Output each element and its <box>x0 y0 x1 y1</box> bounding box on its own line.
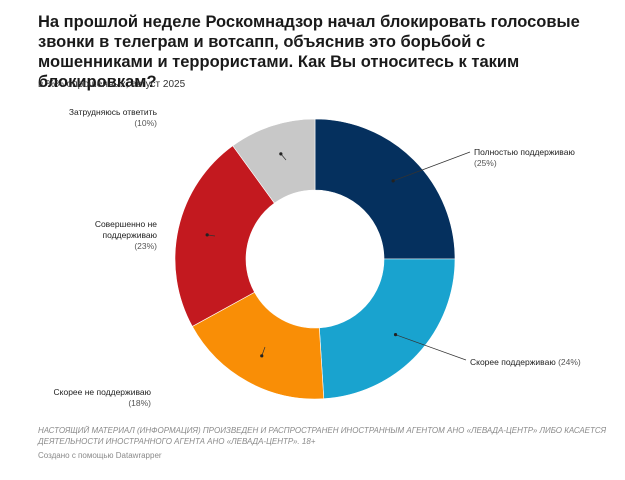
foreign-agent-notice: НАСТОЯЩИЙ МАТЕРИАЛ (ИНФОРМАЦИЯ) ПРОИЗВЕД… <box>38 426 607 446</box>
chart-subtitle: в %% опрошенных, август 2025 <box>38 79 186 90</box>
donut-slice <box>319 258 456 400</box>
chart-title: На прошлой неделе Роскомнадзор начал бло… <box>38 13 580 91</box>
leader-dot <box>391 179 395 183</box>
donut-slice <box>314 118 456 260</box>
slice-label-name: Совершенно не поддерживаю <box>94 219 157 240</box>
leader-dot <box>205 233 209 237</box>
slice-label-3: Совершенно не поддерживаю <box>61 219 157 241</box>
slice-label-0: Полностью поддерживаю (25%) <box>474 147 575 169</box>
leader-dot <box>260 354 264 358</box>
slice-label-value: (18%) <box>128 398 151 408</box>
slice-label-value: (24%) <box>558 357 581 367</box>
slice-label-value: (23%) <box>134 241 157 251</box>
slice-label-1: Скорее поддерживаю (24%) <box>470 357 581 368</box>
leader-line <box>393 151 471 182</box>
slice-label-4: Затрудняюсь ответить (10%) <box>69 107 157 129</box>
leader-dot <box>393 333 398 337</box>
donut-slice <box>191 291 325 400</box>
slice-label-value: (10%) <box>134 118 157 128</box>
slice-label-2: Скорее не поддерживаю (18%) <box>54 387 151 409</box>
donut-slice <box>232 118 316 204</box>
leader-line <box>395 334 467 361</box>
datawrapper-credit: Создано с помощью Datawrapper <box>38 451 162 460</box>
slice-label-name: Полностью поддерживаю <box>474 147 575 157</box>
slice-label-name: Скорее поддерживаю <box>470 357 556 367</box>
slice-label-name: Затрудняюсь ответить <box>68 107 157 117</box>
slice-label-name: Скорее не поддерживаю <box>53 387 151 397</box>
leader-dot <box>279 152 283 156</box>
slice-label-3-value: (23%) <box>134 241 157 252</box>
slice-label-value: (25%) <box>474 158 497 168</box>
donut-slice <box>174 145 275 327</box>
